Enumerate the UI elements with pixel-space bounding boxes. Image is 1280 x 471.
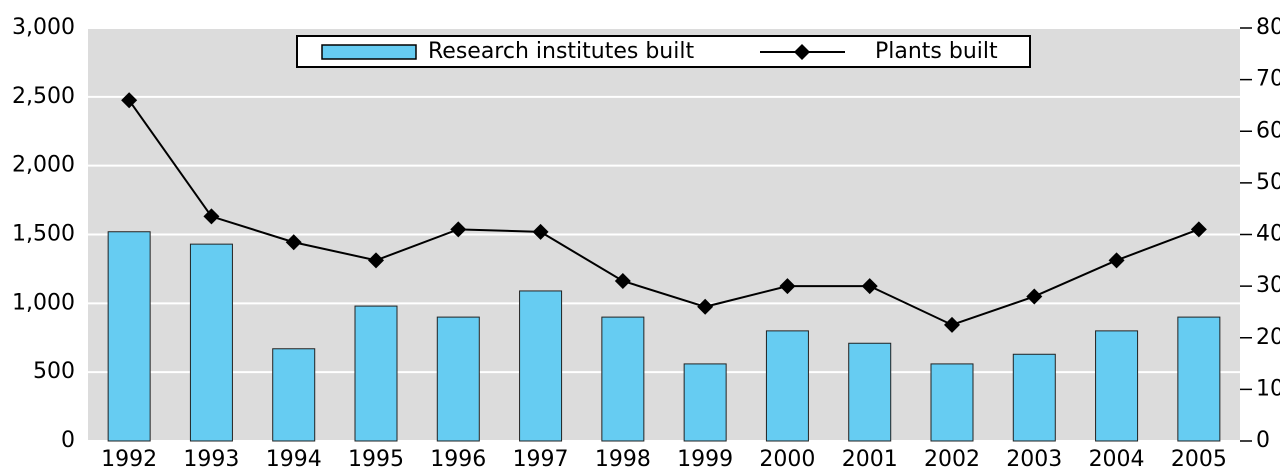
bar: [1177, 316, 1221, 442]
x-tick-label: 1998: [595, 447, 651, 471]
marker: [944, 316, 960, 333]
marker: [450, 221, 467, 238]
bar: [1012, 353, 1056, 442]
marker: [532, 223, 549, 240]
y2-tick-label: 70: [1256, 67, 1280, 92]
marker: [368, 252, 384, 269]
marker: [614, 272, 631, 289]
legend-label: Research institutes built: [428, 39, 694, 64]
y2-tick-label: 40: [1256, 222, 1280, 247]
marker: [121, 92, 138, 109]
y2-tick-label: 20: [1256, 325, 1280, 350]
marker: [1190, 221, 1207, 238]
bar: [1095, 330, 1139, 442]
y2-tick-label: 60: [1256, 118, 1280, 143]
x-tick-label: 1995: [348, 447, 404, 471]
y-tick-label: 0: [61, 428, 75, 453]
marker: [779, 278, 796, 295]
x-tick-label: 1993: [183, 447, 239, 471]
marker: [203, 208, 220, 225]
y2-tick-label: 0: [1256, 428, 1270, 453]
bar: [189, 243, 233, 442]
y2-tick-label: 80: [1256, 15, 1280, 40]
x-tick-label: 1992: [101, 447, 157, 471]
bar: [683, 363, 727, 442]
marker: [1108, 252, 1125, 269]
x-tick-label: 2004: [1089, 447, 1145, 471]
x-tick-label: 1997: [513, 447, 569, 471]
y-tick-label: 3,000: [12, 15, 75, 40]
legend-swatch: [321, 44, 417, 60]
x-tick-label: 2003: [1006, 447, 1062, 471]
bar: [107, 231, 151, 442]
bar: [765, 330, 809, 442]
x-tick-label: 2001: [842, 447, 898, 471]
bar: [354, 305, 398, 442]
legend-box: [296, 35, 1031, 68]
bar: [601, 316, 645, 442]
y-tick-label: 1,500: [12, 222, 75, 247]
bar: [930, 363, 974, 442]
x-tick-label: 2005: [1171, 447, 1227, 471]
legend-label: Plants built: [875, 39, 998, 64]
x-tick-label: 2000: [759, 447, 815, 471]
y2-tick-label: 10: [1256, 376, 1280, 401]
bar: [436, 316, 480, 442]
x-tick-label: 2002: [924, 447, 980, 471]
y-tick-label: 500: [33, 359, 75, 384]
bar: [519, 290, 563, 442]
y2-tick-label: 50: [1256, 170, 1280, 195]
x-tick-label: 1996: [430, 447, 486, 471]
marker: [1026, 288, 1043, 305]
x-tick-label: 1994: [266, 447, 322, 471]
y2-tick-label: 30: [1256, 273, 1280, 298]
line: [128, 99, 1200, 326]
marker: [285, 234, 302, 251]
y-tick-label: 2,500: [12, 84, 75, 109]
x-tick-label: 1999: [677, 447, 733, 471]
y-tick-label: 2,000: [12, 153, 75, 178]
marker: [861, 278, 878, 295]
marker: [697, 298, 714, 315]
legend-marker: [794, 44, 810, 60]
bar: [272, 348, 316, 442]
y-tick-label: 1,000: [12, 290, 75, 315]
bar: [848, 342, 892, 442]
